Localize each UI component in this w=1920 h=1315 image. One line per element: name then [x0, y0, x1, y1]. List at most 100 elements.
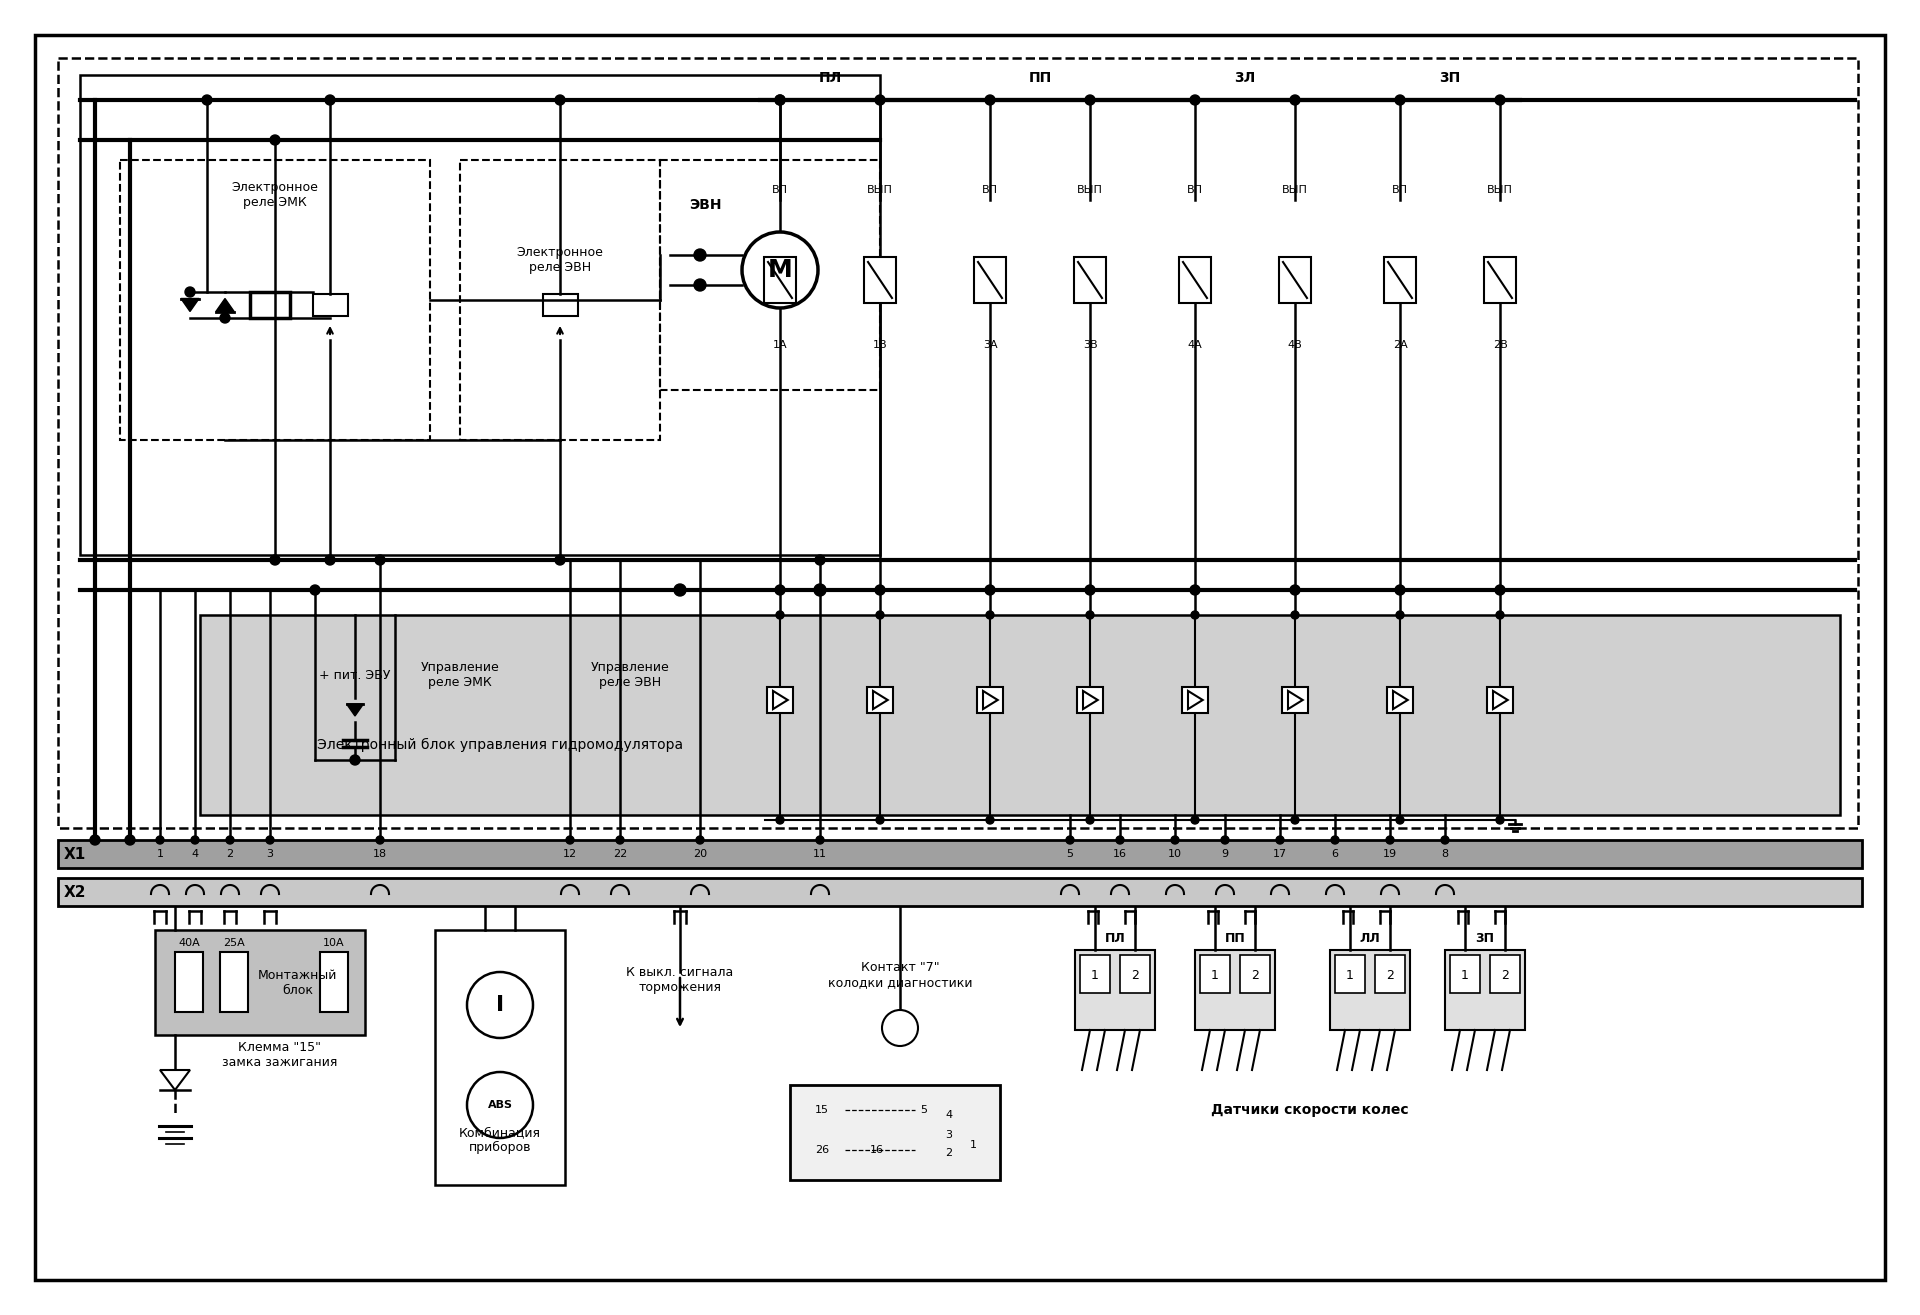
Polygon shape	[348, 704, 363, 715]
Bar	[1490, 955, 1521, 993]
Circle shape	[776, 586, 783, 594]
Text: 9: 9	[1221, 849, 1229, 859]
Circle shape	[816, 836, 824, 844]
Circle shape	[1396, 611, 1404, 619]
Circle shape	[776, 95, 785, 105]
Text: ПЛ: ПЛ	[818, 71, 841, 85]
Text: Монтажный
блок: Монтажный блок	[257, 969, 338, 997]
Text: Управление
реле ЭМК: Управление реле ЭМК	[420, 661, 499, 689]
Circle shape	[1085, 95, 1094, 105]
Circle shape	[467, 1072, 534, 1137]
Circle shape	[674, 584, 685, 596]
Text: 3Л: 3Л	[1235, 71, 1256, 85]
Text: 3: 3	[945, 1130, 952, 1140]
Circle shape	[1290, 95, 1300, 105]
Bar	[175, 952, 204, 1013]
Circle shape	[814, 584, 826, 596]
Circle shape	[1085, 585, 1094, 594]
Bar	[200, 615, 1839, 815]
Circle shape	[1396, 586, 1404, 594]
Text: 26: 26	[814, 1145, 829, 1155]
Text: 3В: 3В	[1083, 341, 1098, 350]
Bar	[250, 292, 290, 318]
Text: ПП: ПП	[1225, 931, 1246, 944]
Text: К выкл. сигнала
торможения: К выкл. сигнала торможения	[626, 967, 733, 994]
Circle shape	[693, 279, 707, 291]
Text: ПП: ПП	[1029, 71, 1052, 85]
Text: M: M	[768, 258, 793, 281]
Bar	[221, 952, 248, 1013]
Text: Клемма "15"
замка зажигания: Клемма "15" замка зажигания	[223, 1041, 338, 1069]
Circle shape	[184, 287, 196, 297]
Circle shape	[125, 835, 134, 846]
Circle shape	[1496, 611, 1503, 619]
Circle shape	[90, 835, 100, 846]
Circle shape	[267, 836, 275, 844]
Bar	[1334, 955, 1365, 993]
Circle shape	[349, 755, 361, 765]
Text: ЛЛ: ЛЛ	[1359, 931, 1380, 944]
Text: ВП: ВП	[772, 185, 787, 195]
Circle shape	[776, 585, 785, 594]
Circle shape	[881, 1010, 918, 1045]
Text: ЭВН: ЭВН	[689, 199, 722, 212]
Bar	[461, 160, 660, 441]
Circle shape	[1496, 586, 1503, 594]
Text: 1: 1	[970, 1140, 977, 1151]
Text: 3П: 3П	[1440, 71, 1461, 85]
Circle shape	[1396, 585, 1405, 594]
Bar	[1375, 955, 1405, 993]
Circle shape	[1290, 585, 1300, 594]
Circle shape	[876, 611, 883, 619]
Text: 1: 1	[1461, 969, 1469, 981]
Bar	[119, 160, 430, 441]
Circle shape	[555, 95, 564, 105]
Bar	[58, 58, 1859, 828]
Bar	[58, 878, 1862, 906]
Bar	[1384, 256, 1417, 302]
Circle shape	[309, 585, 321, 594]
Circle shape	[987, 817, 995, 825]
Text: I: I	[495, 995, 505, 1015]
Text: Электронное
реле ЭМК: Электронное реле ЭМК	[232, 181, 319, 209]
Bar	[1179, 256, 1212, 302]
Circle shape	[693, 249, 707, 260]
Text: 2В: 2В	[1492, 341, 1507, 350]
Bar	[764, 256, 797, 302]
Text: 1: 1	[1346, 969, 1354, 981]
Circle shape	[1190, 586, 1198, 594]
Circle shape	[467, 972, 534, 1038]
Text: Комбинация
приборов: Комбинация приборов	[459, 1126, 541, 1155]
Circle shape	[1066, 836, 1073, 844]
Circle shape	[324, 555, 334, 565]
Circle shape	[1496, 817, 1503, 825]
Circle shape	[814, 555, 826, 565]
Text: Х2: Х2	[63, 885, 86, 899]
Text: 22: 22	[612, 849, 628, 859]
Bar	[660, 160, 879, 391]
Text: ВЫП: ВЫП	[868, 185, 893, 195]
Text: 4: 4	[945, 1110, 952, 1120]
Text: 18: 18	[372, 849, 388, 859]
Circle shape	[1290, 586, 1300, 594]
Text: 5: 5	[920, 1105, 927, 1115]
Circle shape	[1396, 95, 1405, 105]
Polygon shape	[215, 299, 234, 312]
Bar	[81, 75, 879, 555]
Text: 3: 3	[267, 849, 273, 859]
Polygon shape	[180, 299, 200, 312]
Circle shape	[156, 836, 163, 844]
Bar	[1488, 688, 1513, 713]
Circle shape	[876, 586, 883, 594]
Text: 1: 1	[1091, 969, 1098, 981]
Text: ВП: ВП	[1187, 185, 1204, 195]
Circle shape	[376, 836, 384, 844]
Circle shape	[1190, 585, 1200, 594]
Text: ВП: ВП	[1392, 185, 1407, 195]
Text: 1В: 1В	[874, 341, 887, 350]
Text: 17: 17	[1273, 849, 1286, 859]
Bar	[313, 295, 348, 316]
Circle shape	[987, 586, 995, 594]
Text: 10: 10	[1167, 849, 1183, 859]
Bar	[1388, 688, 1413, 713]
